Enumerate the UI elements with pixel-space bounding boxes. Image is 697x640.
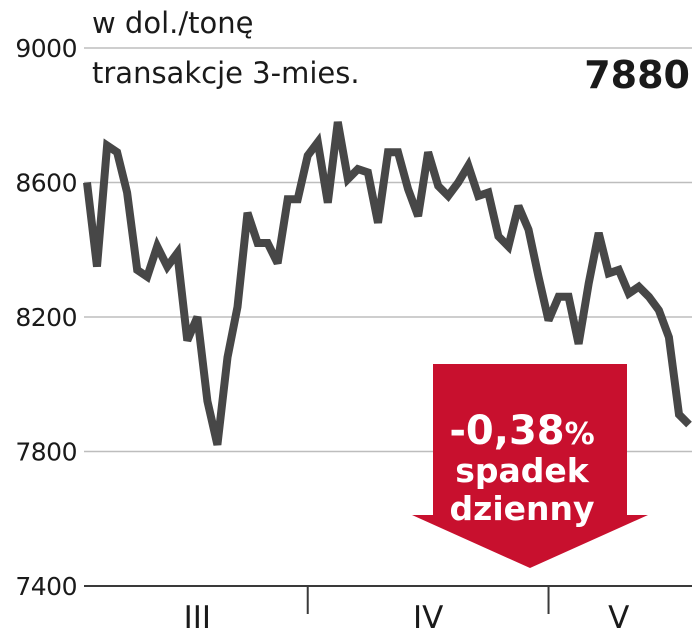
y-tick-label: 9000 xyxy=(15,34,77,63)
series-line-group xyxy=(83,121,692,446)
badge-label-line1: spadek xyxy=(455,451,590,490)
badge-label-line2: dzienny xyxy=(449,489,594,528)
y-tick-label: 8600 xyxy=(15,169,77,198)
month-label: V xyxy=(608,600,629,636)
month-label: IV xyxy=(413,600,443,636)
series-label: transakcje 3-mies. xyxy=(92,56,360,90)
badge-change-value: -0,38% xyxy=(449,408,594,454)
unit-label: w dol./tonę xyxy=(92,6,253,40)
badge-change-number: -0,38 xyxy=(449,408,564,454)
badge-percent-sign: % xyxy=(565,417,595,452)
y-tick-label: 8200 xyxy=(15,303,77,332)
y-axis-tick-labels: 9000 8600 8200 7800 7400 xyxy=(15,34,77,601)
down-arrow-badge-shape xyxy=(412,364,648,568)
x-axis-month-labels: III IV V xyxy=(184,600,630,636)
y-tick-label: 7800 xyxy=(15,438,77,467)
daily-change-badge: -0,38% spadek dzienny xyxy=(412,364,648,568)
y-tick-label: 7400 xyxy=(15,572,77,601)
price-series-line xyxy=(83,121,692,446)
x-axis xyxy=(84,585,692,614)
last-value-label: 7880 xyxy=(584,53,690,97)
month-label: III xyxy=(184,600,211,636)
